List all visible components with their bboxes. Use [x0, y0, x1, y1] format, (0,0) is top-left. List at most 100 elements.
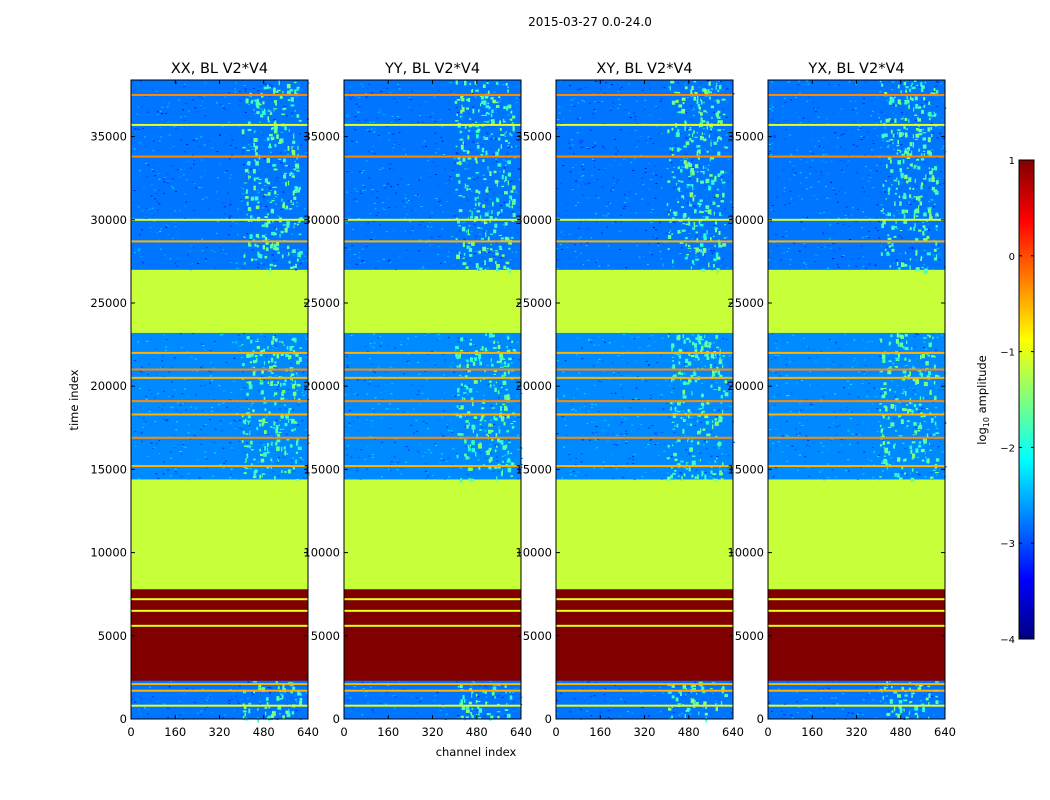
bright-band-speck	[255, 152, 258, 157]
bright-band-speck	[506, 397, 510, 403]
bright-band-speck	[459, 702, 463, 706]
bright-band-speck	[466, 107, 469, 110]
noise-speck	[681, 383, 684, 385]
noise-speck	[185, 409, 187, 411]
noise-speck	[186, 362, 189, 364]
noise-speck	[722, 129, 725, 130]
noise-speck	[685, 255, 688, 257]
noise-speck	[368, 205, 371, 207]
noise-speck	[392, 362, 395, 363]
bright-band-speck	[246, 392, 249, 396]
noise-speck	[456, 112, 459, 114]
bright-band-speck	[247, 219, 251, 222]
noise-speck	[370, 239, 373, 241]
noise-speck	[260, 468, 263, 470]
noise-speck	[511, 211, 514, 213]
noise-speck	[173, 358, 176, 360]
bright-band-speck	[458, 180, 461, 184]
bright-band-speck	[280, 382, 282, 387]
noise-speck	[511, 180, 514, 182]
bright-band-speck	[259, 474, 261, 479]
noise-speck	[464, 716, 467, 718]
bright-band-speck	[682, 389, 686, 395]
noise-speck	[680, 159, 682, 161]
noise-speck	[236, 234, 239, 236]
noise-speck	[177, 444, 180, 446]
noise-speck	[442, 707, 445, 709]
bright-band-speck	[254, 469, 258, 473]
noise-speck	[559, 244, 562, 245]
noise-speck	[386, 345, 389, 347]
noise-speck	[714, 350, 717, 351]
noise-speck	[272, 129, 275, 131]
noise-speck	[257, 90, 260, 92]
noise-speck	[593, 421, 596, 423]
noise-speck	[422, 267, 425, 269]
bright-band-speck	[684, 713, 686, 718]
noise-speck	[673, 221, 676, 223]
noise-speck	[607, 202, 610, 204]
noise-speck	[407, 337, 410, 339]
bright-band-speck	[501, 374, 504, 379]
y-tick-label: 15000	[90, 462, 127, 476]
noise-speck	[414, 335, 417, 337]
bright-band-speck	[246, 420, 251, 422]
noise-speck	[231, 154, 234, 156]
noise-speck	[732, 441, 735, 443]
noise-speck	[695, 255, 698, 257]
noise-speck	[156, 209, 159, 211]
bright-band-speck	[490, 243, 492, 245]
noise-speck	[393, 98, 396, 100]
noise-speck	[448, 173, 451, 175]
noise-speck	[469, 695, 472, 697]
noise-speck	[282, 692, 285, 694]
noise-speck	[598, 265, 601, 267]
bright-band-speck	[274, 126, 278, 132]
noise-speck	[187, 473, 190, 475]
noise-speck	[461, 115, 464, 117]
noise-speck	[184, 447, 187, 449]
noise-speck	[197, 263, 199, 264]
noise-speck	[580, 709, 582, 710]
noise-speck	[518, 97, 521, 99]
noise-speck	[131, 407, 133, 409]
noise-speck	[159, 231, 162, 232]
noise-speck	[175, 235, 178, 237]
noise-speck	[439, 453, 442, 455]
noise-speck	[374, 267, 377, 269]
x-tick-label: 480	[466, 725, 488, 739]
noise-speck	[666, 403, 668, 405]
bright-band-speck	[259, 381, 264, 385]
noise-speck	[388, 164, 391, 166]
noise-speck	[426, 472, 429, 474]
noise-speck	[519, 137, 522, 139]
bright-band-speck	[475, 202, 477, 207]
noise-speck	[433, 700, 436, 702]
noise-speck	[485, 216, 488, 218]
noise-speck	[308, 82, 310, 84]
noise-speck	[681, 712, 684, 714]
data-block-flat	[344, 479, 521, 590]
noise-speck	[265, 205, 268, 207]
flag-line	[344, 368, 521, 371]
bright-band-speck	[682, 428, 685, 434]
noise-speck	[635, 100, 638, 102]
noise-speck	[471, 702, 474, 704]
bright-band-speck	[284, 379, 287, 382]
panel-title: YY, BL V2*V4	[384, 61, 480, 77]
bright-band-speck	[497, 148, 500, 152]
noise-speck	[579, 88, 582, 90]
noise-speck	[144, 145, 147, 147]
noise-speck	[514, 191, 517, 193]
noise-speck	[379, 376, 382, 378]
bright-band-speck	[466, 150, 470, 154]
bright-band-speck	[257, 718, 259, 723]
bright-band-speck	[484, 347, 487, 352]
noise-speck	[347, 379, 350, 381]
noise-speck	[594, 404, 597, 406]
noise-speck	[502, 159, 505, 161]
noise-speck	[295, 390, 298, 391]
noise-speck	[179, 134, 182, 136]
noise-speck	[175, 128, 178, 130]
bright-band-speck	[672, 413, 676, 418]
